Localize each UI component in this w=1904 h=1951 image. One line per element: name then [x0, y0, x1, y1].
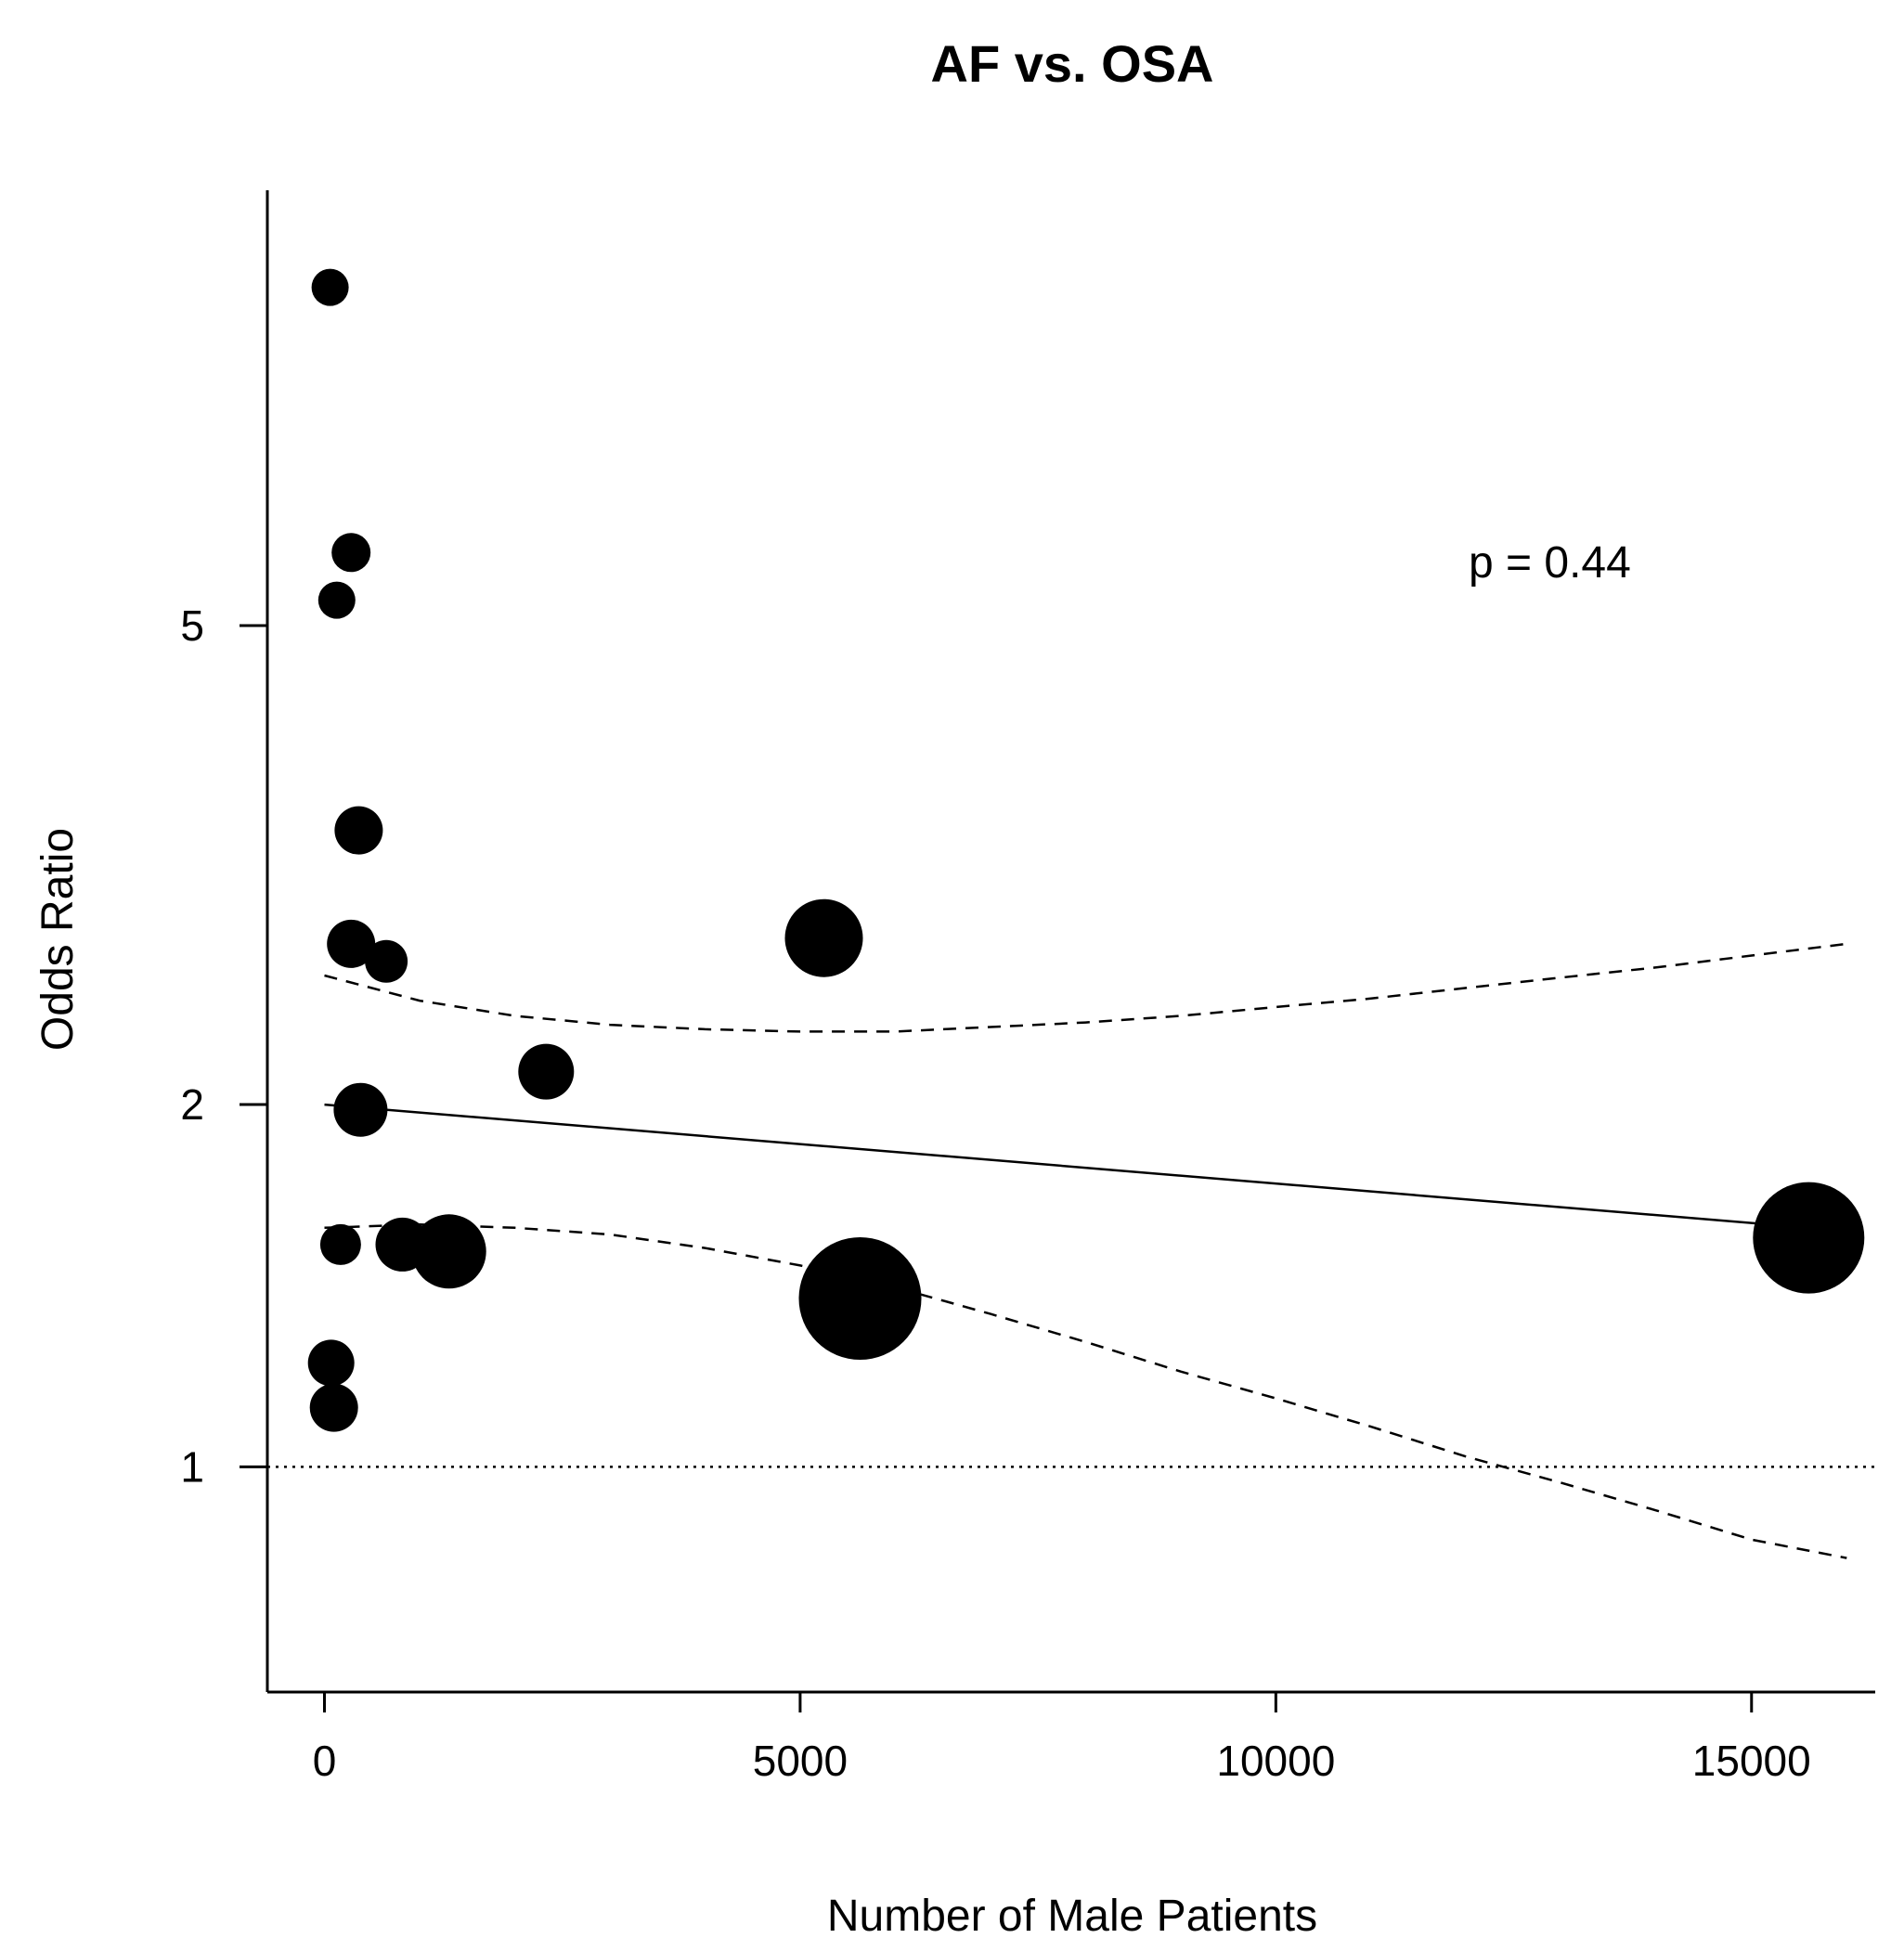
data-point-5 — [365, 939, 408, 983]
chart-title: AF vs. OSA — [931, 34, 1214, 93]
data-point-12 — [798, 1237, 922, 1360]
data-point-3 — [334, 806, 383, 855]
ci-lines-group — [324, 942, 1847, 1559]
data-point-8 — [333, 1082, 388, 1137]
data-point-11 — [411, 1214, 486, 1289]
data-point-15 — [309, 1383, 358, 1432]
data-point-9 — [319, 1223, 361, 1265]
ci-line-1 — [324, 942, 1847, 1033]
x-axis-label: Number of Male Patients — [827, 1892, 1317, 1941]
data-point-4 — [327, 919, 376, 968]
data-point-6 — [784, 898, 863, 977]
ci-line-2 — [324, 1223, 1847, 1559]
data-point-1 — [331, 533, 371, 573]
p-value-annotation: p = 0.44 — [1469, 538, 1631, 588]
fit-line — [324, 1103, 1809, 1230]
data-point-2 — [317, 581, 356, 619]
data-point-0 — [311, 268, 349, 306]
y-ticks-group: 1 2 5 — [180, 601, 267, 1491]
y-tick-label-0: 1 — [180, 1442, 204, 1491]
data-point-14 — [307, 1339, 355, 1387]
fit-line-group — [324, 1103, 1809, 1230]
x-tick-label-0: 0 — [313, 1737, 337, 1785]
x-ticks-group: 0 5000 10000 15000 — [313, 1692, 1811, 1785]
x-tick-label-3: 15000 — [1692, 1737, 1811, 1785]
y-tick-label-2: 5 — [180, 601, 204, 650]
y-axis-label: Odds Ratio — [33, 828, 83, 1051]
y-tick-label-1: 2 — [180, 1080, 204, 1129]
x-tick-label-1: 5000 — [753, 1737, 848, 1785]
data-points-group — [307, 268, 1865, 1432]
x-tick-label-2: 10000 — [1216, 1737, 1335, 1785]
data-point-13 — [1753, 1182, 1865, 1294]
data-point-7 — [518, 1043, 575, 1100]
